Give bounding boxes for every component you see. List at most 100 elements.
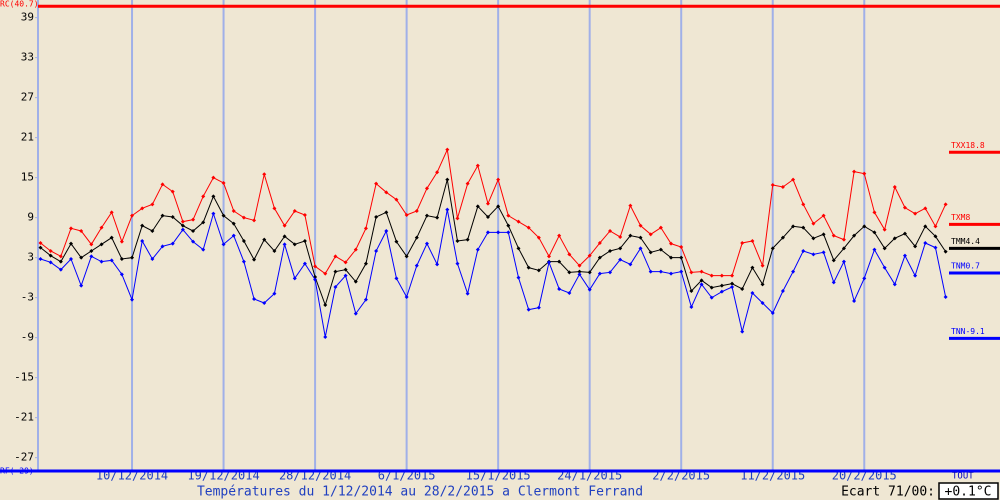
point bbox=[414, 263, 419, 268]
point bbox=[170, 189, 175, 194]
point bbox=[648, 232, 653, 237]
point bbox=[760, 263, 765, 268]
point bbox=[506, 223, 511, 228]
point bbox=[730, 284, 735, 289]
point bbox=[201, 194, 206, 199]
point bbox=[323, 334, 328, 339]
point bbox=[699, 278, 704, 283]
point bbox=[394, 197, 399, 202]
point bbox=[689, 288, 694, 293]
point bbox=[852, 233, 857, 238]
point bbox=[38, 256, 43, 261]
point bbox=[831, 258, 836, 263]
point bbox=[801, 202, 806, 207]
point bbox=[394, 276, 399, 281]
point bbox=[201, 247, 206, 252]
point bbox=[384, 210, 389, 215]
point bbox=[791, 269, 796, 274]
point bbox=[241, 215, 246, 220]
point bbox=[302, 261, 307, 266]
point bbox=[79, 228, 84, 233]
point bbox=[526, 307, 531, 312]
point bbox=[506, 230, 511, 235]
point bbox=[618, 234, 623, 239]
reference-label: TXX18.8 bbox=[951, 141, 985, 150]
point bbox=[89, 254, 94, 259]
point bbox=[262, 300, 267, 305]
point bbox=[719, 289, 724, 294]
point bbox=[109, 210, 114, 215]
point bbox=[231, 208, 236, 213]
point bbox=[750, 238, 755, 243]
point bbox=[353, 279, 358, 284]
point bbox=[272, 291, 277, 296]
point bbox=[404, 294, 409, 299]
point bbox=[618, 246, 623, 251]
point bbox=[130, 297, 135, 302]
point bbox=[750, 265, 755, 270]
point bbox=[557, 259, 562, 264]
point bbox=[455, 261, 460, 266]
point bbox=[587, 287, 592, 292]
point bbox=[445, 147, 450, 152]
point bbox=[445, 207, 450, 212]
point bbox=[485, 230, 490, 235]
point bbox=[913, 211, 918, 216]
point bbox=[496, 204, 501, 209]
point bbox=[48, 260, 53, 265]
point bbox=[902, 205, 907, 210]
point bbox=[302, 212, 307, 217]
point bbox=[669, 255, 674, 260]
point bbox=[69, 241, 74, 246]
point bbox=[353, 311, 358, 316]
point bbox=[638, 223, 643, 228]
point bbox=[374, 248, 379, 253]
point bbox=[770, 246, 775, 251]
point bbox=[719, 273, 724, 278]
point bbox=[841, 246, 846, 251]
point bbox=[211, 211, 216, 216]
point bbox=[221, 180, 226, 185]
point bbox=[252, 257, 257, 262]
point bbox=[99, 225, 104, 230]
point bbox=[557, 286, 562, 291]
point bbox=[770, 182, 775, 187]
point bbox=[689, 304, 694, 309]
point bbox=[363, 226, 368, 231]
point bbox=[638, 235, 643, 240]
point bbox=[526, 225, 531, 230]
point bbox=[608, 248, 613, 253]
point bbox=[58, 267, 63, 272]
point bbox=[587, 253, 592, 258]
point bbox=[658, 225, 663, 230]
point bbox=[455, 238, 460, 243]
point bbox=[658, 269, 663, 274]
point bbox=[241, 238, 246, 243]
point bbox=[577, 272, 582, 277]
limit-label: RF(-29) bbox=[0, 467, 34, 476]
y-tick-label: 15 bbox=[21, 171, 34, 184]
point bbox=[526, 265, 531, 270]
point bbox=[435, 262, 440, 267]
point bbox=[292, 208, 297, 213]
point bbox=[79, 255, 84, 260]
point bbox=[313, 264, 318, 269]
point bbox=[709, 273, 714, 278]
point bbox=[872, 210, 877, 215]
point bbox=[333, 254, 338, 259]
point bbox=[943, 249, 948, 254]
point bbox=[414, 208, 419, 213]
point bbox=[150, 228, 155, 233]
point bbox=[323, 271, 328, 276]
point bbox=[313, 277, 318, 282]
point bbox=[699, 269, 704, 274]
point bbox=[424, 186, 429, 191]
footer-box bbox=[938, 482, 999, 500]
point bbox=[618, 257, 623, 262]
point bbox=[557, 233, 562, 238]
point bbox=[628, 233, 633, 238]
point bbox=[628, 203, 633, 208]
point bbox=[435, 215, 440, 220]
point bbox=[648, 250, 653, 255]
